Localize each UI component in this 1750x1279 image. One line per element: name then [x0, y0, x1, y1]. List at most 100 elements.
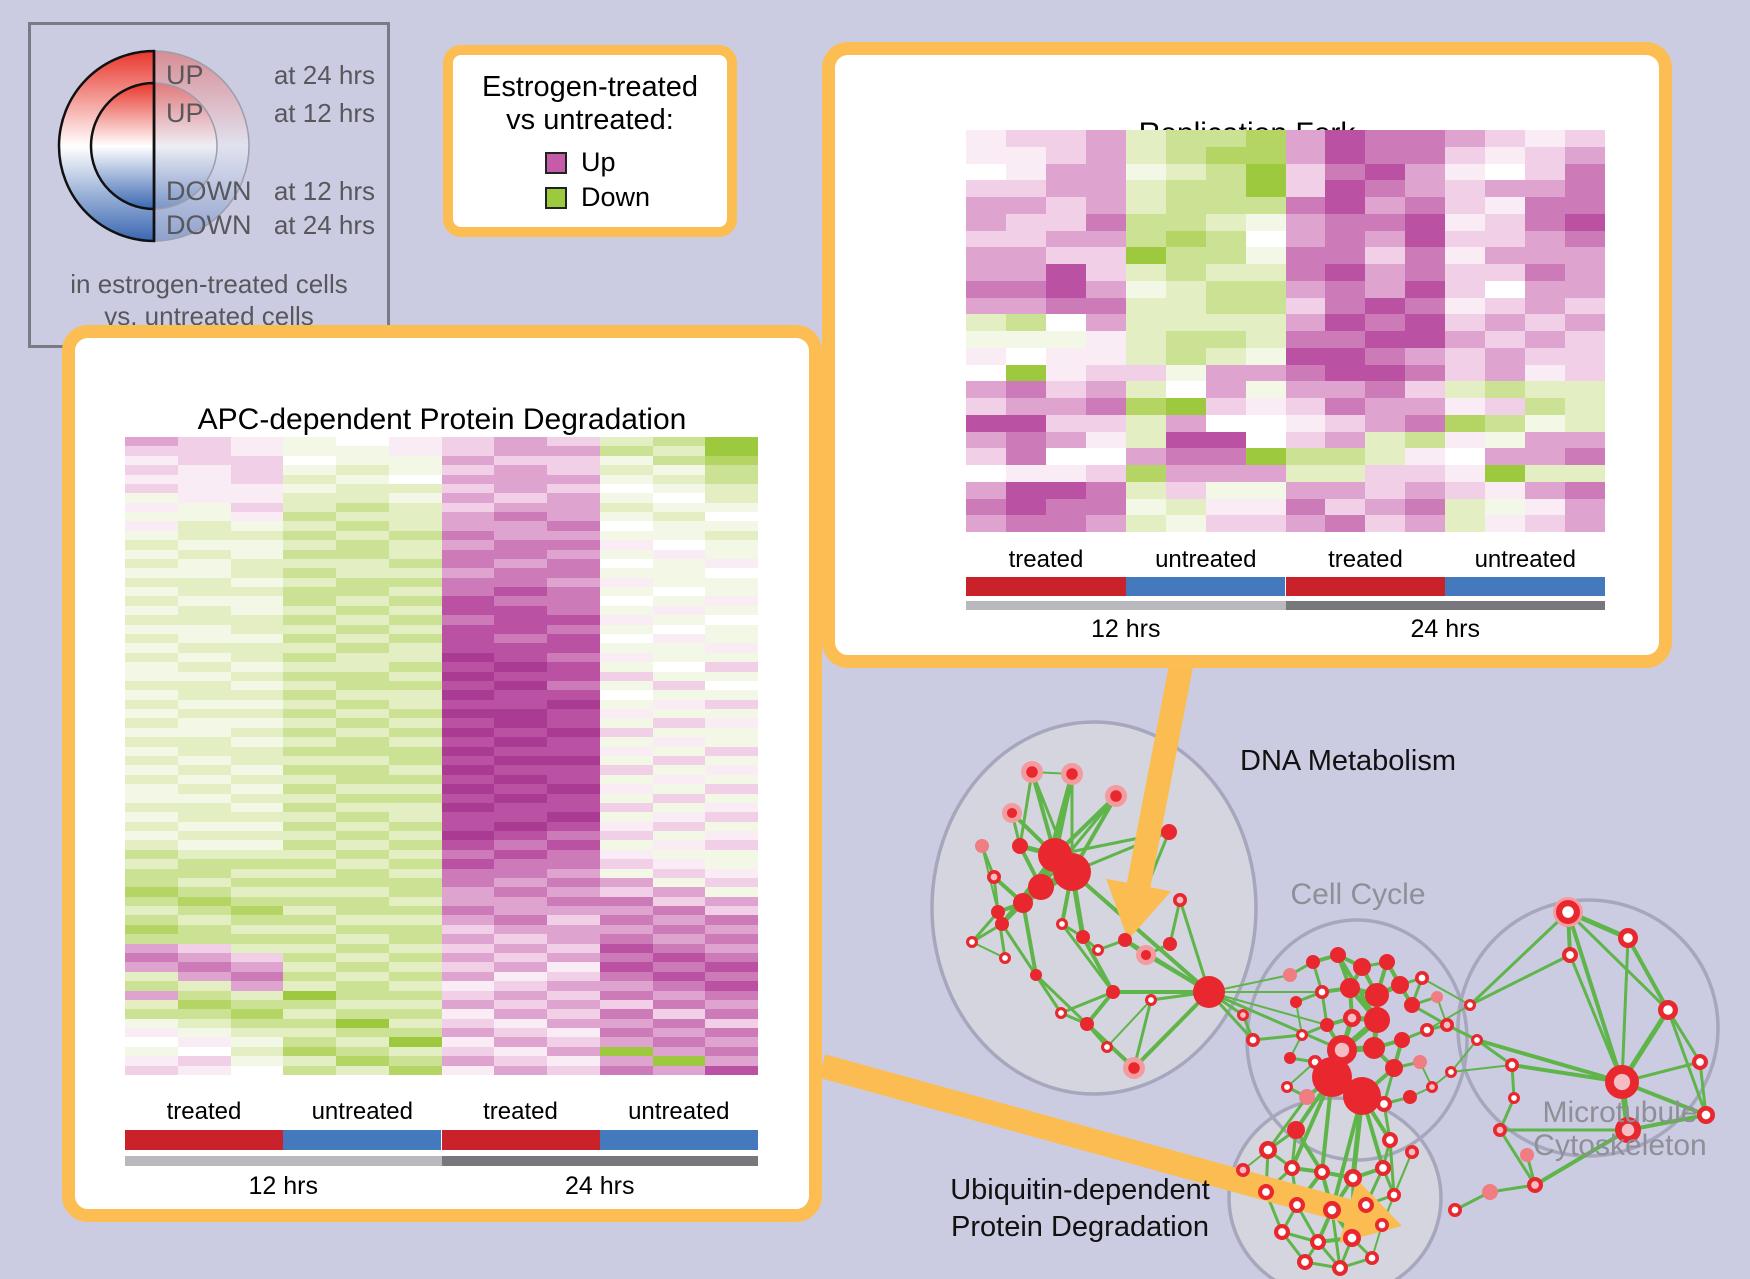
heatmap-cell	[966, 264, 1006, 281]
network-node	[1482, 1184, 1498, 1200]
heatmap-cell	[177, 709, 231, 719]
heatmap-cell	[1285, 448, 1326, 465]
heatmap-cell	[336, 568, 389, 578]
heatmap-cell	[966, 515, 1006, 532]
heatmap-cell	[1405, 280, 1446, 298]
heatmap-cell	[705, 934, 758, 944]
heatmap-cell	[1205, 431, 1246, 449]
updown-legend-box: Estrogen-treated vs untreated: Up Down	[443, 45, 737, 237]
heatmap-cell	[1325, 180, 1366, 197]
network-node	[1413, 1055, 1427, 1069]
heatmap-cell	[1485, 481, 1526, 499]
heatmap-cell	[494, 896, 547, 907]
heatmap-cell	[1245, 197, 1286, 214]
heatmap-cell	[125, 512, 178, 522]
heatmap-cell	[705, 915, 758, 925]
heatmap-cell	[599, 455, 653, 466]
heatmap-cell	[599, 1018, 653, 1029]
heatmap-cell	[494, 568, 547, 578]
heatmap-cell	[125, 1046, 178, 1057]
heatmap-cell	[441, 896, 495, 907]
heatmap-cell	[1165, 146, 1206, 164]
heatmap-cell	[283, 690, 336, 700]
heatmap-cell	[1525, 381, 1566, 398]
heatmap-cell	[283, 1009, 336, 1019]
heatmap-cell	[494, 784, 547, 794]
heatmap-cell	[966, 414, 1006, 432]
network-node	[1140, 949, 1152, 961]
heatmap-cell	[494, 530, 547, 541]
heatmap-cell	[1005, 197, 1046, 214]
heatmap-cell	[494, 877, 547, 888]
heatmap-cell	[125, 455, 178, 466]
heatmap-cell	[652, 868, 706, 878]
heatmap-cell	[441, 1046, 495, 1057]
heatmap-cell	[1365, 130, 1406, 147]
heatmap-cell	[494, 821, 547, 832]
heatmap-cell	[125, 943, 178, 954]
heatmap-cell	[1125, 347, 1166, 365]
heatmap-cell	[494, 1037, 547, 1047]
network-node	[1306, 955, 1320, 969]
heatmap-cell	[652, 1009, 706, 1019]
heatmap-cell	[177, 718, 231, 728]
heatmap-cell	[283, 802, 336, 813]
heatmap-cell	[494, 465, 547, 475]
heatmap-cell	[283, 652, 336, 663]
heatmap-cell	[283, 1046, 336, 1057]
heatmap-cell	[177, 934, 231, 944]
heatmap-cell	[177, 577, 231, 588]
heatmap-cell	[388, 877, 442, 888]
heatmap-cell	[125, 1009, 178, 1019]
heatmap-cell	[1125, 431, 1166, 449]
heatmap-cell	[494, 502, 547, 513]
heatmap-cell	[1325, 264, 1366, 281]
heatmap-cell	[177, 680, 231, 691]
apc-group-label-4: untreated	[628, 1098, 730, 1125]
heatmap-cell	[177, 540, 231, 550]
heatmap-cell	[1045, 314, 1086, 331]
heatmap-cell	[230, 943, 284, 954]
network-node	[1414, 971, 1429, 986]
heatmap-cell	[599, 587, 653, 597]
heatmap-cell	[705, 1046, 758, 1057]
heatmap-cell	[1365, 146, 1406, 164]
heatmap-cell	[1325, 481, 1366, 499]
heatmap-cell	[283, 521, 336, 531]
heatmap-cell	[441, 549, 495, 559]
heatmap-cell	[388, 999, 442, 1010]
heatmap-cell	[1125, 515, 1166, 532]
network-node	[1445, 1066, 1458, 1079]
heatmap-cell	[1125, 448, 1166, 465]
heatmap-cell	[1285, 197, 1326, 214]
heatmap-cell	[599, 634, 653, 644]
heatmap-cell	[283, 634, 336, 644]
network-node	[1030, 969, 1042, 981]
heatmap-cell	[125, 1028, 178, 1038]
heatmap-cell	[1485, 213, 1526, 231]
heatmap-cell	[336, 1037, 389, 1047]
heatmap-cell	[1445, 180, 1486, 197]
heatmap-cell	[652, 765, 706, 775]
heatmap-cell	[494, 840, 547, 850]
heatmap-cell	[599, 1046, 653, 1057]
heatmap-cell	[388, 934, 442, 944]
heatmap-cell	[441, 840, 495, 850]
heatmap-cell	[177, 802, 231, 813]
heatmap-cell	[652, 596, 706, 606]
heatmap-cell	[388, 953, 442, 963]
network-edge	[1178, 898, 1211, 994]
heatmap-cell	[652, 587, 706, 597]
heatmap-cell	[705, 746, 758, 756]
heatmap-cell	[441, 1028, 495, 1038]
heatmap-cell	[177, 643, 231, 653]
network-edge	[1626, 936, 1670, 1012]
heatmap-cell	[1165, 163, 1206, 181]
heatmap-cell	[125, 915, 178, 925]
heatmap-cell	[230, 793, 284, 803]
heatmap-cell	[125, 690, 178, 700]
heatmap-cell	[966, 498, 1006, 516]
heatmap-cell	[1365, 448, 1406, 465]
heatmap-cell	[125, 784, 178, 794]
heatmap-cell	[230, 812, 284, 822]
